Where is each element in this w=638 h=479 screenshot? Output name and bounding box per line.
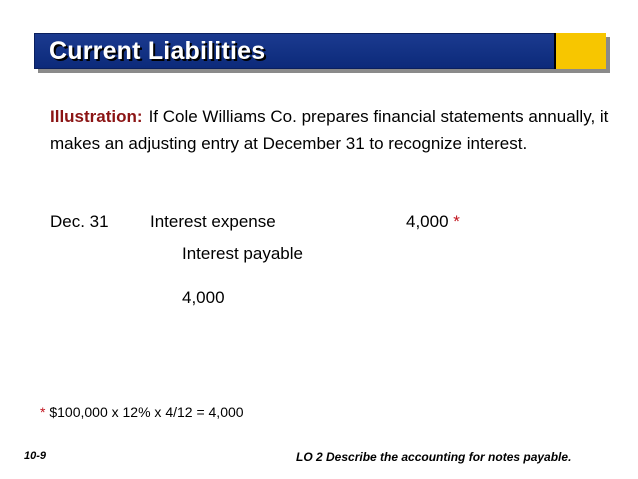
title-bar: Current Liabilities (34, 33, 606, 69)
debit-account: Interest expense (150, 212, 276, 231)
illustration-label: Illustration: (50, 107, 143, 126)
slide-number: 10-9 (24, 450, 47, 462)
slide-title: Current Liabilities (49, 37, 266, 65)
entry-date: Dec. 31 (50, 212, 109, 231)
footnote-text: $100,000 x 12% x 4/12 = 4,000 (49, 404, 244, 420)
illustration-paragraph: Illustration: If Cole Williams Co. prepar… (50, 103, 610, 157)
footnote-marker: * (40, 404, 46, 420)
title-accent-block (554, 33, 606, 69)
debit-amount: 4,000 (406, 212, 449, 231)
illustration-text: If Cole Williams Co. prepares financial … (50, 107, 609, 153)
credit-amount: 4,000 (182, 288, 225, 307)
debit-footnote-marker: * (453, 212, 460, 231)
debit-amount-cell: 4,000 * (406, 212, 460, 232)
learning-objective: LO 2 Describe the accounting for notes p… (296, 450, 572, 464)
footnote: * $100,000 x 12% x 4/12 = 4,000 (40, 404, 244, 420)
credit-account: Interest payable (182, 244, 303, 263)
